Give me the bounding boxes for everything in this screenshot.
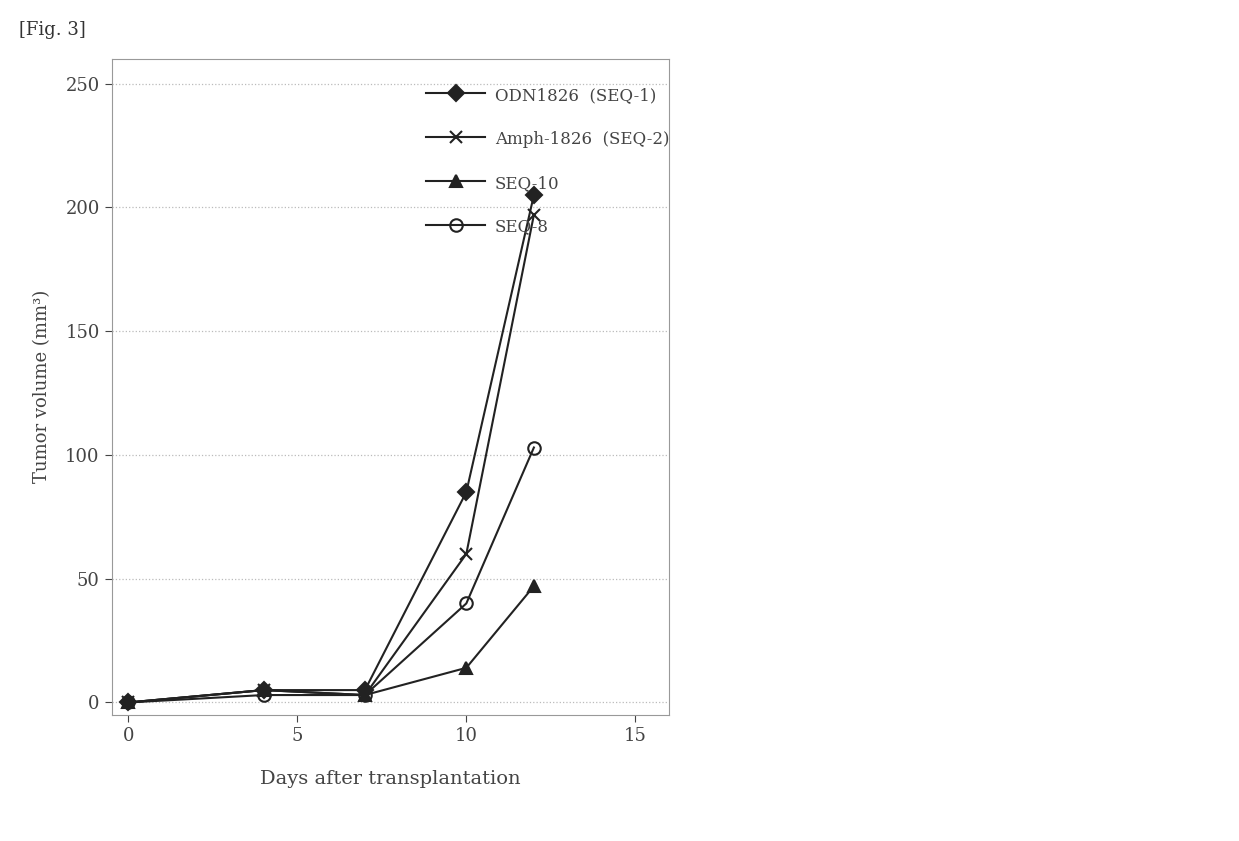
- Amph-1826  (SEQ-2): [458, 549, 473, 559]
- ODN1826  (SEQ-1): [256, 685, 271, 696]
- ODN1826  (SEQ-1): [527, 190, 541, 200]
- SEQ-10: [527, 581, 541, 591]
- Y-axis label: Tumor volume (mm³): Tumor volume (mm³): [33, 290, 51, 484]
- Line: SEQ-10: SEQ-10: [123, 580, 540, 709]
- SEQ-10: [358, 690, 373, 700]
- SEQ-8: [358, 690, 373, 700]
- Amph-1826  (SEQ-2): [121, 697, 136, 707]
- Amph-1826  (SEQ-2): [358, 690, 373, 700]
- Amph-1826  (SEQ-2): [256, 685, 271, 696]
- Legend: ODN1826  (SEQ-1), Amph-1826  (SEQ-2), SEQ-10, SEQ-8: ODN1826 (SEQ-1), Amph-1826 (SEQ-2), SEQ-…: [426, 87, 669, 235]
- Text: [Fig. 3]: [Fig. 3]: [19, 21, 85, 39]
- Line: Amph-1826  (SEQ-2): Amph-1826 (SEQ-2): [123, 209, 540, 709]
- Line: ODN1826  (SEQ-1): ODN1826 (SEQ-1): [123, 189, 539, 708]
- ODN1826  (SEQ-1): [121, 697, 136, 707]
- X-axis label: Days after transplantation: Days after transplantation: [260, 770, 520, 788]
- SEQ-10: [121, 697, 136, 707]
- SEQ-8: [256, 690, 271, 700]
- SEQ-8: [458, 599, 473, 609]
- ODN1826  (SEQ-1): [458, 487, 473, 497]
- Line: SEQ-8: SEQ-8: [123, 442, 540, 709]
- SEQ-10: [256, 685, 271, 696]
- SEQ-8: [527, 442, 541, 452]
- SEQ-8: [121, 697, 136, 707]
- ODN1826  (SEQ-1): [358, 685, 373, 696]
- SEQ-10: [458, 663, 473, 673]
- Amph-1826  (SEQ-2): [527, 209, 541, 220]
